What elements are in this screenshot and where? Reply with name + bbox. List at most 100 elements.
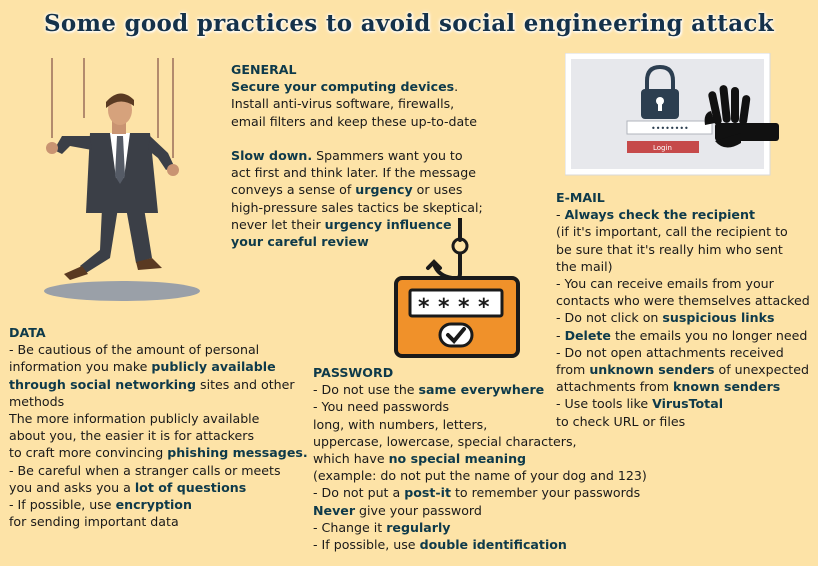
- body-text: the mail): [556, 258, 613, 274]
- text-line: the mail): [556, 258, 810, 275]
- body-text: -: [556, 207, 565, 223]
- body-text: - Change it: [313, 519, 387, 535]
- phishing-password-card-illustration: * * * *: [394, 218, 520, 358]
- highlight-text: Slow down.: [231, 148, 313, 164]
- body-text: .: [454, 79, 459, 95]
- body-text: high-pressure sales tactics be skeptical…: [231, 199, 483, 215]
- text-line: (if it's important, call the recipient t…: [556, 223, 810, 240]
- text-line: attachments from known senders: [556, 378, 810, 395]
- body-text: - Be cautious of the amount of personal: [9, 342, 260, 358]
- highlight-text: double identification: [419, 537, 567, 553]
- highlight-text: phishing messages.: [167, 445, 308, 461]
- body-text: - Use tools like: [556, 396, 653, 412]
- text-line: your careful review: [231, 233, 483, 250]
- svg-text:*: *: [478, 295, 490, 320]
- general-section: GENERAL Secure your computing devices. In…: [231, 61, 483, 250]
- text-line: The more information publicly available: [9, 410, 308, 427]
- text-line: - Do not put a post-it to remember your …: [313, 484, 647, 501]
- body-text: - You can receive emails from your: [556, 276, 774, 292]
- lock-icon: [641, 64, 679, 119]
- text-line: never let their urgency influence: [231, 216, 483, 233]
- highlight-text: Delete: [564, 327, 611, 343]
- highlight-text: known senders: [673, 379, 781, 395]
- password-asterisks: * * * *: [418, 295, 490, 320]
- text-line: Never give your password: [313, 502, 647, 519]
- body-text: (example: do not put the name of your do…: [313, 468, 647, 484]
- highlight-text: VirusTotal: [652, 396, 724, 412]
- highlight-text: your careful review: [231, 234, 369, 250]
- text-line: to craft more convincing phishing messag…: [9, 444, 308, 461]
- text-line: for sending important data: [9, 513, 308, 530]
- text-line: - Delete the emails you no longer need: [556, 327, 810, 344]
- text-line: - Be careful when a stranger calls or me…: [9, 462, 308, 479]
- text-line: - Use tools like VirusTotal: [556, 395, 810, 412]
- body-text: - You need passwords: [313, 399, 450, 415]
- highlight-text: lot of questions: [134, 479, 247, 495]
- data-heading: DATA: [9, 325, 46, 340]
- login-label: Login: [653, 144, 672, 152]
- body-text: about you, the easier it is for attacker…: [9, 428, 254, 444]
- body-text: - Do not use the: [313, 382, 419, 398]
- text-line: - Do not use the same everywhere: [313, 381, 647, 398]
- text-line: email filters and keep these up-to-date: [231, 113, 483, 130]
- body-text: attachments from: [556, 379, 674, 395]
- body-text: to check URL or files: [556, 413, 686, 429]
- body-text: act first and think later. If the messag…: [231, 165, 476, 181]
- text-line: - If possible, use double identification: [313, 536, 647, 553]
- body-text: uppercase, lowercase, special characters…: [313, 433, 577, 449]
- highlight-text: urgency influence: [324, 216, 452, 232]
- text-line: - Do not click on suspicious links: [556, 309, 810, 326]
- body-text: - Do not click on: [556, 310, 663, 326]
- text-line: you and asks you a lot of questions: [9, 479, 308, 496]
- body-text: - If possible, use: [9, 497, 116, 513]
- text-line: uppercase, lowercase, special characters…: [313, 433, 647, 450]
- email-section: E-MAIL - Always check the recipient (if i…: [556, 189, 810, 430]
- text-line: from unknown senders of unexpected: [556, 361, 810, 378]
- text-line: Secure your computing devices.: [231, 78, 483, 95]
- body-text: for sending important data: [9, 514, 179, 530]
- body-text: to remember your passwords: [450, 485, 641, 501]
- hand-icon: [704, 85, 779, 148]
- highlight-text: Secure your computing devices: [231, 79, 455, 95]
- body-text: The more information publicly available: [9, 411, 260, 427]
- general-lines: Secure your computing devices. Install an…: [231, 78, 483, 250]
- email-heading: E-MAIL: [556, 190, 605, 205]
- body-text: to craft more convincing: [9, 445, 168, 461]
- text-line: conveys a sense of urgency or uses: [231, 181, 483, 198]
- floor-shadow: [44, 281, 200, 301]
- page-title: Some good practices to avoid social engi…: [44, 10, 774, 37]
- text-line: be sure that it's really him who sent: [556, 241, 810, 258]
- login-hack-illustration: •••••••• Login: [565, 53, 779, 176]
- email-lines: - Always check the recipient (if it's imp…: [556, 206, 810, 430]
- check-icon: [446, 327, 466, 344]
- body-text: contacts who were themselves attacked: [556, 293, 810, 309]
- highlight-text: through social networking: [9, 376, 197, 392]
- text-line: high-pressure sales tactics be skeptical…: [231, 199, 483, 216]
- body-text: or uses: [412, 182, 463, 198]
- svg-text:*: *: [438, 295, 450, 320]
- highlight-text: encryption: [115, 497, 192, 513]
- body-text: -: [556, 327, 565, 343]
- text-line: - If possible, use encryption: [9, 496, 308, 513]
- svg-text:*: *: [418, 295, 430, 320]
- data-lines: - Be cautious of the amount of personal i…: [9, 341, 308, 530]
- body-text: the emails you no longer need: [610, 327, 808, 343]
- text-line: through social networking sites and othe…: [9, 376, 308, 393]
- highlight-text: regularly: [386, 519, 451, 535]
- text-line: act first and think later. If the messag…: [231, 164, 483, 181]
- text-line: long, with numbers, letters,: [313, 416, 647, 433]
- highlight-text: Always check the recipient: [564, 207, 755, 223]
- body-text: you and asks you a: [9, 479, 135, 495]
- highlight-text: urgency: [355, 182, 413, 198]
- password-heading: PASSWORD: [313, 365, 394, 380]
- body-text: methods: [9, 393, 65, 409]
- body-text: (if it's important, call the recipient t…: [556, 224, 788, 240]
- body-text: from: [556, 362, 590, 378]
- text-line: - You can receive emails from your: [556, 275, 810, 292]
- body-text: which have: [313, 451, 389, 467]
- text-line: - You need passwords: [313, 398, 647, 415]
- body-text: sites and other: [196, 376, 295, 392]
- body-text: - Be careful when a stranger calls or me…: [9, 462, 281, 478]
- body-text: be sure that it's really him who sent: [556, 241, 783, 257]
- body-text: give your password: [355, 502, 482, 518]
